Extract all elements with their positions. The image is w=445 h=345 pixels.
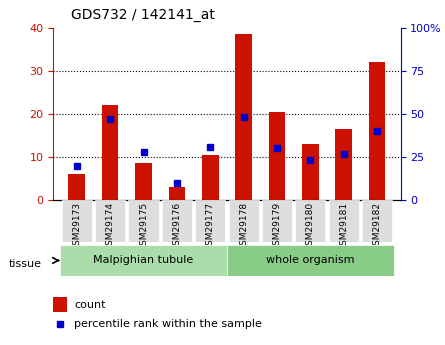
Text: GSM29179: GSM29179	[272, 202, 282, 251]
Bar	[336, 129, 352, 200]
FancyBboxPatch shape	[129, 200, 158, 242]
Text: tissue: tissue	[9, 259, 42, 269]
Text: GSM29177: GSM29177	[206, 202, 215, 251]
Bar	[135, 164, 152, 200]
FancyBboxPatch shape	[295, 200, 325, 242]
Text: count: count	[74, 300, 106, 310]
Text: GSM29175: GSM29175	[139, 202, 148, 251]
FancyBboxPatch shape	[229, 200, 259, 242]
Text: GSM29173: GSM29173	[72, 202, 81, 251]
Text: Malpighian tubule: Malpighian tubule	[93, 256, 194, 265]
Text: GSM29178: GSM29178	[239, 202, 248, 251]
Text: percentile rank within the sample: percentile rank within the sample	[74, 319, 262, 329]
Bar	[53, 297, 67, 312]
Text: GDS732 / 142141_at: GDS732 / 142141_at	[71, 8, 214, 22]
Bar	[302, 144, 319, 200]
Bar	[202, 155, 218, 200]
Bar	[102, 105, 118, 200]
Bar	[69, 174, 85, 200]
FancyBboxPatch shape	[95, 200, 125, 242]
Bar	[369, 62, 385, 200]
Bar	[269, 112, 285, 200]
Text: whole organism: whole organism	[266, 256, 355, 265]
Bar	[169, 187, 185, 200]
Text: GSM29182: GSM29182	[372, 202, 382, 251]
FancyBboxPatch shape	[227, 245, 394, 276]
FancyBboxPatch shape	[362, 200, 392, 242]
FancyBboxPatch shape	[195, 200, 225, 242]
FancyBboxPatch shape	[262, 200, 292, 242]
FancyBboxPatch shape	[329, 200, 359, 242]
Text: GSM29176: GSM29176	[172, 202, 182, 251]
Text: GSM29180: GSM29180	[306, 202, 315, 251]
FancyBboxPatch shape	[162, 200, 192, 242]
Text: GSM29181: GSM29181	[339, 202, 348, 251]
FancyBboxPatch shape	[62, 200, 92, 242]
Text: GSM29174: GSM29174	[105, 202, 115, 251]
Bar	[235, 34, 252, 200]
FancyBboxPatch shape	[60, 245, 227, 276]
